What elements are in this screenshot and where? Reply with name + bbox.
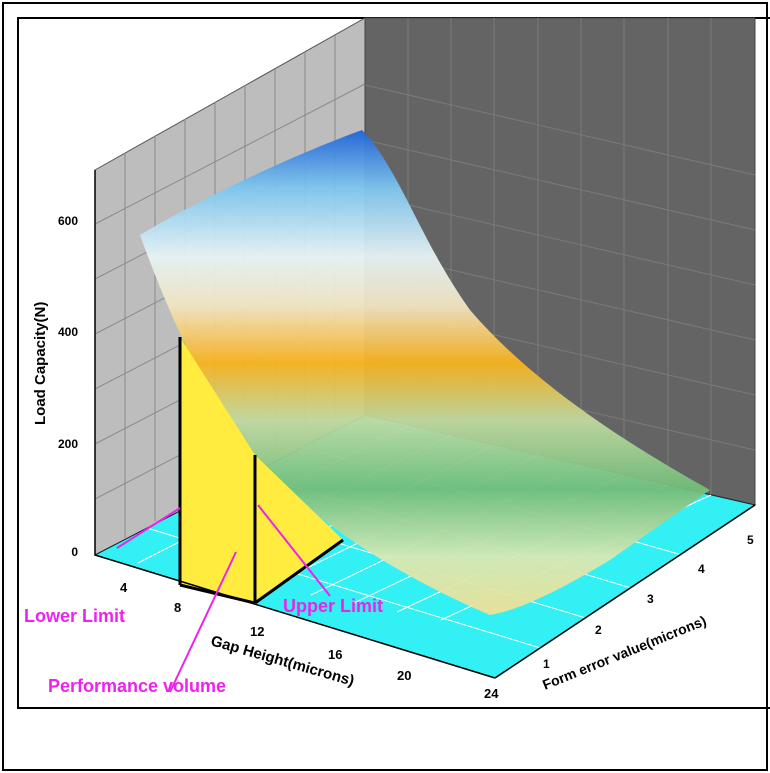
z-tick-400: 400 bbox=[58, 325, 78, 339]
lower-limit-pointer bbox=[116, 507, 181, 549]
x-tick-16: 16 bbox=[328, 647, 342, 662]
x-tick-4: 4 bbox=[120, 580, 128, 595]
y-tick-labels: 1 2 3 4 5 bbox=[543, 533, 754, 671]
performance-volume-pointer bbox=[169, 551, 237, 693]
annotations: Lower Limit Upper Limit Performance volu… bbox=[24, 504, 383, 696]
y-tick-1: 1 bbox=[543, 657, 550, 671]
y-tick-3: 3 bbox=[647, 592, 654, 606]
upper-limit-label: Upper Limit bbox=[283, 596, 383, 616]
x-tick-12: 12 bbox=[250, 624, 264, 639]
x-tick-8: 8 bbox=[174, 600, 181, 615]
x-tick-20: 20 bbox=[397, 668, 411, 683]
z-tick-labels: 0 200 400 600 bbox=[58, 214, 78, 559]
back-wall-grid bbox=[364, 18, 756, 495]
y-tick-2: 2 bbox=[595, 623, 602, 637]
z-axis-title: Load Capacity(N) bbox=[32, 302, 49, 425]
upper-limit-pointer bbox=[257, 504, 331, 597]
performance-volume-label: Performance volume bbox=[48, 676, 226, 696]
lower-limit-label: Lower Limit bbox=[24, 606, 125, 626]
y-tick-5: 5 bbox=[747, 533, 754, 547]
surface bbox=[140, 130, 710, 615]
x-tick-24: 24 bbox=[484, 686, 499, 701]
gap-height-axis bbox=[94, 554, 496, 679]
form-error-axis bbox=[494, 504, 756, 679]
x-tick-labels: 4 8 12 16 20 24 bbox=[120, 580, 499, 701]
performance-volume bbox=[180, 337, 343, 603]
surface-group bbox=[140, 130, 710, 615]
z-tick-600: 600 bbox=[58, 214, 78, 228]
z-tick-0: 0 bbox=[71, 545, 78, 559]
z-tick-200: 200 bbox=[58, 437, 78, 451]
y-tick-4: 4 bbox=[698, 562, 705, 576]
volume-base-line-2 bbox=[254, 538, 344, 605]
